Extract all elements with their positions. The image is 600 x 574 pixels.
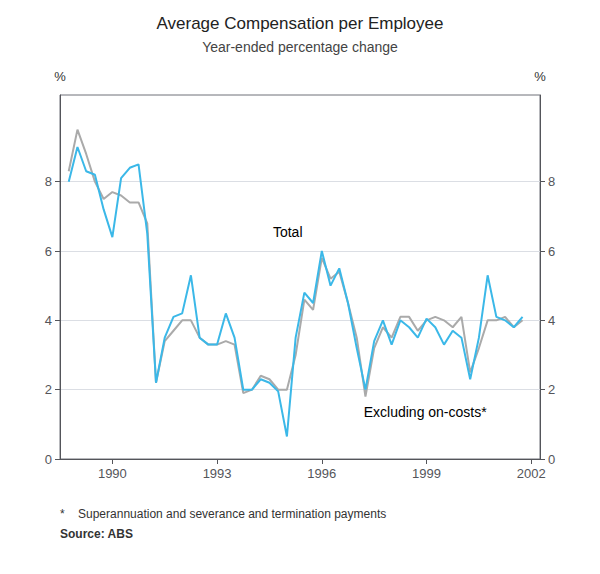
svg-text:4: 4 xyxy=(548,313,555,328)
svg-text:2002: 2002 xyxy=(517,466,546,481)
svg-text:8: 8 xyxy=(548,174,555,189)
svg-text:1996: 1996 xyxy=(307,466,336,481)
svg-text:Source: ABS: Source: ABS xyxy=(60,527,133,541)
svg-text:Total: Total xyxy=(273,224,303,240)
svg-text:Average Compensation per Emplo: Average Compensation per Employee xyxy=(157,14,444,33)
svg-text:8: 8 xyxy=(45,174,52,189)
svg-text:%: % xyxy=(534,69,546,84)
svg-text:0: 0 xyxy=(548,452,555,467)
svg-text:Year-ended percentage change: Year-ended percentage change xyxy=(202,39,398,55)
svg-text:Excluding on-costs*: Excluding on-costs* xyxy=(364,404,488,420)
svg-text:* Superannuation and severa: * Superannuation and severance and termi… xyxy=(60,507,386,521)
svg-text:2: 2 xyxy=(45,382,52,397)
svg-text:1990: 1990 xyxy=(98,466,127,481)
svg-text:1993: 1993 xyxy=(203,466,232,481)
svg-text:6: 6 xyxy=(45,244,52,259)
svg-text:%: % xyxy=(54,69,66,84)
svg-text:4: 4 xyxy=(45,313,52,328)
svg-text:0: 0 xyxy=(45,452,52,467)
svg-text:2: 2 xyxy=(548,382,555,397)
svg-text:1999: 1999 xyxy=(412,466,441,481)
svg-text:6: 6 xyxy=(548,244,555,259)
